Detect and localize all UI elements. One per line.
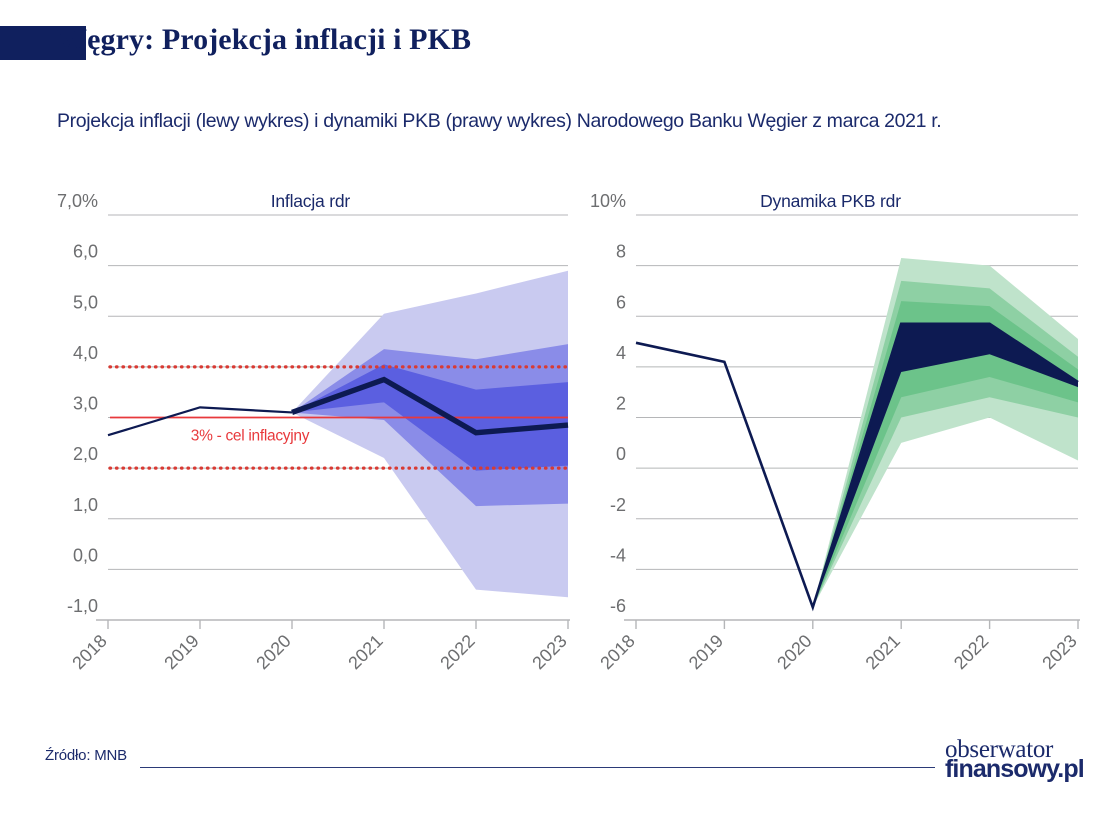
y-tick-label: -4: [610, 545, 626, 565]
y-tick-label: 2,0: [73, 444, 98, 464]
chart-title: Inflacja rdr: [271, 191, 351, 211]
page-subtitle: Projekcja inflacji (lewy wykres) i dynam…: [57, 110, 942, 132]
y-tick-label: 6,0: [73, 242, 98, 262]
y-tick-label: 3,0: [73, 394, 98, 414]
y-tick-label: -1,0: [67, 596, 98, 616]
x-tick-label: 2018: [596, 631, 638, 673]
page-footer: Źródło: MNB obserwator finansowy.pl: [0, 737, 1120, 814]
y-tick-label: 6: [616, 292, 626, 312]
forecast-central-line: [291, 376, 569, 436]
y-tick-label: 2: [616, 394, 626, 414]
y-tick-label: -6: [610, 596, 626, 616]
chart-title: Dynamika PKB rdr: [760, 191, 901, 211]
source-note: Źródło: MNB: [45, 747, 127, 764]
footer-divider: [140, 767, 935, 769]
y-tick-label: 4: [616, 343, 626, 363]
history-line: [107, 406, 293, 437]
chart-annotation: 3% - cel inflacyjny: [191, 427, 310, 444]
brand-logo-top: obserwator: [945, 736, 1054, 763]
x-tick-label: 2021: [862, 631, 904, 673]
x-tick-label: 2020: [773, 631, 815, 673]
x-tick-label: 2019: [160, 631, 202, 673]
x-tick-label: 2022: [436, 631, 478, 673]
page-title: Węgry: Projekcja inflacji i PKB: [57, 23, 472, 56]
x-tick-label: 2023: [528, 631, 570, 673]
x-tick-label: 2019: [685, 631, 727, 673]
x-tick-label: 2018: [68, 631, 110, 673]
inflation-chart: -1,0 0,0 1,0 2,0 3,0 4,0 5,0 6,0 7,0% Inflacja rd…: [40, 185, 570, 705]
x-tick-label: 2023: [1038, 631, 1080, 673]
y-tick-label: 4,0: [73, 343, 98, 363]
y-tick-label: 1,0: [73, 495, 98, 515]
y-tick-label: 7,0%: [57, 191, 98, 211]
forecast-band: [812, 301, 1078, 608]
central-line: [635, 322, 1079, 612]
title-accent-block: [0, 26, 86, 60]
brand-logo-bottom: finansowy.pl: [945, 755, 1085, 783]
x-tick-label: 2020: [252, 631, 294, 673]
y-tick-label: 10%: [590, 191, 626, 211]
y-tick-label: 8: [616, 242, 626, 262]
y-tick-label: -2: [610, 495, 626, 515]
y-tick-label: 5,0: [73, 292, 98, 312]
y-tick-label: 0: [616, 444, 626, 464]
gdp-chart: -6 -4 -2 0 2 4 6 8 10% Dynamika PKB rdr 2018 2019 20…: [578, 185, 1090, 705]
y-tick-label: 0,0: [73, 545, 98, 565]
x-tick-label: 2021: [344, 631, 386, 673]
page-header: Węgry: Projekcja inflacji i PKB: [0, 23, 1120, 62]
brand-logo[interactable]: obserwator finansowy.pl: [945, 736, 1085, 783]
x-tick-label: 2022: [950, 631, 992, 673]
